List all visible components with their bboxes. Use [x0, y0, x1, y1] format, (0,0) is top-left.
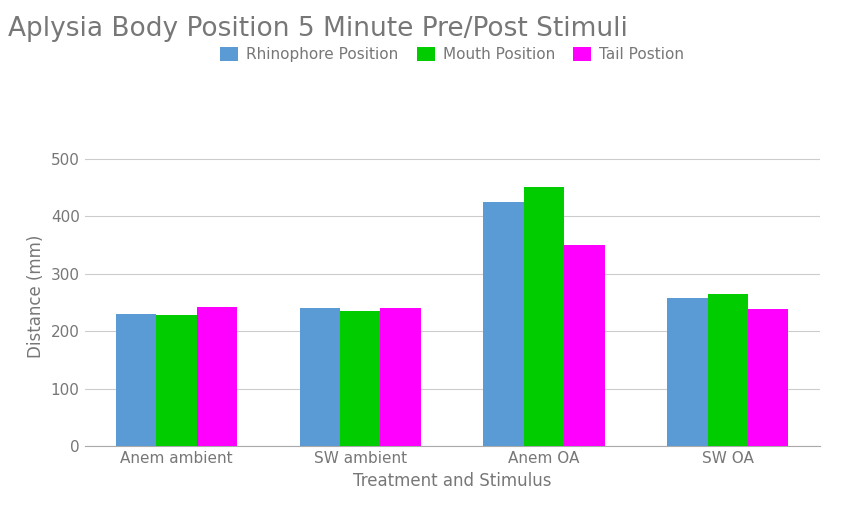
Bar — [706, 294, 747, 446]
Bar — [523, 187, 564, 446]
Legend: Rhinophore Position, Mouth Position, Tail Postion: Rhinophore Position, Mouth Position, Tai… — [214, 41, 690, 68]
Bar — [483, 202, 523, 446]
Bar — [380, 308, 420, 446]
Bar — [299, 308, 339, 446]
Bar — [156, 315, 197, 446]
X-axis label: Treatment and Stimulus: Treatment and Stimulus — [353, 471, 550, 490]
Y-axis label: Distance (mm): Distance (mm) — [27, 235, 45, 358]
Bar — [666, 298, 706, 446]
Bar — [197, 307, 237, 446]
Text: Aplysia Body Position 5 Minute Pre/Post Stimuli: Aplysia Body Position 5 Minute Pre/Post … — [8, 16, 628, 42]
Bar — [564, 245, 604, 446]
Bar — [747, 309, 787, 446]
Bar — [339, 311, 380, 446]
Bar — [116, 314, 156, 446]
